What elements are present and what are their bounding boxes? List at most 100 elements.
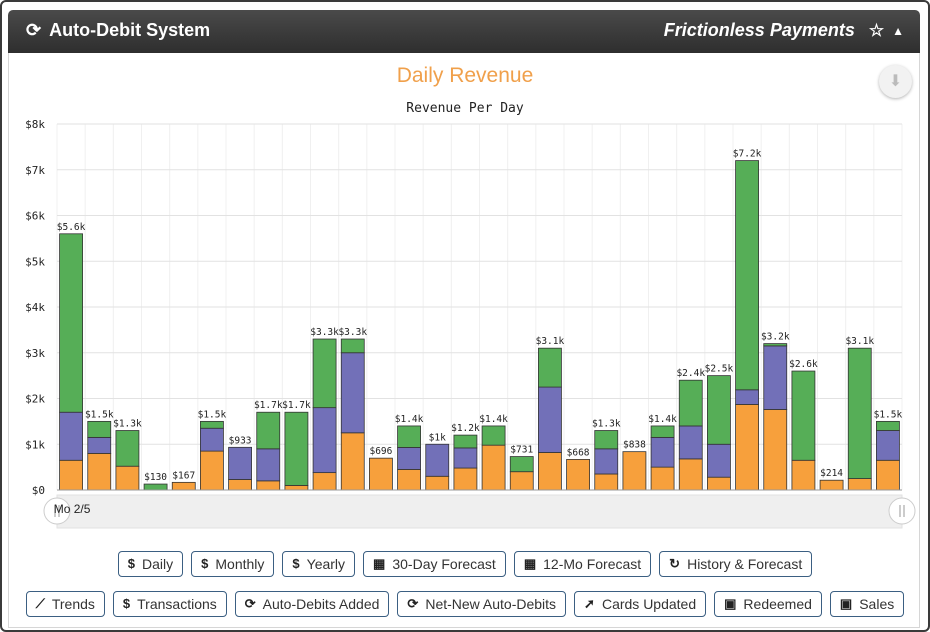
bar-segment-green: [538, 347, 562, 388]
bar-segment-orange: [171, 481, 196, 491]
bar-segment-orange: [397, 469, 421, 491]
bar-total-label: $838: [623, 440, 646, 451]
net-new-auto-debits-button[interactable]: ⟳ Net-New Auto-Debits: [397, 591, 567, 617]
dollar-icon: $: [201, 556, 209, 571]
bar-segment-purple: [876, 430, 900, 461]
rocket-icon: ➚: [584, 596, 595, 611]
caret-up-icon[interactable]: ▲: [892, 23, 904, 38]
bar-segment-green: [735, 160, 759, 391]
bar-total-label: $1.3k: [592, 419, 621, 430]
bar-segment-orange: [876, 459, 900, 491]
bar-segment-orange: [707, 476, 731, 491]
bar-segment-green: [707, 375, 731, 445]
bar-total-label: $1.4k: [479, 414, 508, 425]
history-forecast-button[interactable]: ↻ History & Forecast: [659, 551, 813, 577]
bar-segment-orange: [622, 451, 647, 491]
dollar-icon: $: [292, 556, 300, 571]
bar-segment-green: [115, 430, 140, 467]
bar-segment-green: [847, 347, 872, 479]
bar-segment-orange: [256, 480, 281, 491]
bar-segment-purple: [594, 448, 619, 475]
bar-segment-orange: [819, 479, 844, 491]
12-mo-forecast-button[interactable]: ▦ 12-Mo Forecast: [513, 551, 652, 577]
y-tick-label: $2k: [25, 393, 45, 406]
bar-segment-purple: [538, 386, 562, 453]
bar-segment-green: [340, 338, 365, 354]
bar-segment-purple: [340, 352, 365, 434]
bar-segment-purple: [397, 447, 421, 470]
bar-segment-green: [312, 338, 337, 409]
transactions-button[interactable]: $ Transactions: [112, 591, 227, 617]
y-tick-label: $6k: [25, 210, 45, 223]
bar-segment-green: [509, 456, 534, 473]
y-tick-label: $5k: [25, 255, 45, 268]
button-label: Net-New Auto-Debits: [425, 596, 557, 612]
star-outline-icon[interactable]: ☆: [868, 20, 885, 40]
bar-segment-orange: [847, 478, 872, 491]
bar-total-label: $1.5k: [198, 409, 227, 420]
history-icon: ↻: [669, 556, 681, 571]
range-navigator[interactable]: [56, 494, 903, 529]
refresh-icon: ⟳: [26, 20, 42, 40]
bar-total-label: $5.6k: [57, 222, 86, 233]
bar-total-label: $3.1k: [845, 336, 874, 347]
button-row-1: $ Daily $ Monthly $ Yearly ▦ 30-Day Forecast ▦ 12…: [0, 551, 930, 577]
gift-icon: ▣: [839, 596, 853, 611]
bar-segment-green: [453, 434, 478, 449]
button-label: Transactions: [137, 596, 217, 612]
dollar-icon: $: [122, 596, 131, 611]
bar-total-label: $130: [144, 472, 167, 483]
bar-total-label: $3.3k: [310, 327, 339, 338]
revenue-chart: $0$1k$2k$3k$4k$5k$6k$7k$8k$5.6k$1.5k$1.3…: [25, 118, 916, 529]
bar-total-label: $696: [369, 446, 392, 457]
button-row-2: ⟋ Trends $ Transactions ⟳ Auto-Debits Added ⟳ N…: [0, 591, 930, 617]
button-label: Redeemed: [743, 596, 812, 612]
navigator-left-handle[interactable]: [43, 497, 71, 525]
bar-segment-purple: [453, 447, 478, 469]
download-icon[interactable]: ⬇: [879, 65, 912, 98]
bar-segment-orange: [312, 472, 337, 491]
bar-total-label: $2.4k: [676, 368, 705, 379]
window-header: ⟳ Auto-Debit System Frictionless Payment…: [8, 10, 920, 53]
bar-segment-orange: [284, 485, 309, 491]
monthly-button[interactable]: $ Monthly: [191, 551, 275, 577]
yearly-button[interactable]: $ Yearly: [282, 551, 356, 577]
bar-segment-green: [397, 425, 421, 448]
bar-total-label: $933: [229, 435, 252, 446]
line-chart-icon: ⟋: [35, 596, 45, 611]
dollar-icon: $: [127, 556, 136, 571]
bar-segment-purple: [763, 345, 788, 410]
refresh-icon: ⟳: [244, 596, 256, 611]
button-label: Monthly: [215, 556, 265, 572]
button-label: Auto-Debits Added: [262, 596, 380, 612]
navigator-right-handle[interactable]: [888, 497, 916, 525]
auto-debits-added-button[interactable]: ⟳ Auto-Debits Added: [234, 591, 390, 617]
cards-updated-button[interactable]: ➚ Cards Updated: [574, 591, 707, 617]
sales-button[interactable]: ▣ Sales: [829, 591, 905, 617]
bar-total-label: $214: [820, 468, 843, 479]
button-label: Yearly: [306, 556, 346, 572]
redeemed-button[interactable]: ▣ Redeemed: [714, 591, 822, 617]
button-label: Cards Updated: [601, 596, 697, 612]
y-tick-label: $4k: [25, 301, 45, 314]
bar-segment-orange: [453, 467, 478, 491]
trends-button[interactable]: ⟋ Trends: [25, 591, 105, 617]
chart-subtitle: Revenue Per Day: [406, 101, 524, 116]
bar-total-label: $1.7k: [282, 400, 311, 411]
button-label: 12-Mo Forecast: [543, 556, 642, 572]
bar-segment-green: [594, 430, 619, 450]
bar-total-label: $3.1k: [536, 336, 565, 347]
daily-button[interactable]: $ Daily: [117, 551, 184, 577]
bar-segment-green: [59, 233, 83, 413]
bar-segment-orange: [115, 465, 140, 491]
bar-total-label: $1.5k: [874, 409, 903, 420]
bar-total-label: $1.2k: [451, 423, 480, 434]
30-day-forecast-button[interactable]: ▦ 30-Day Forecast: [363, 551, 506, 577]
chart-title: Daily Revenue: [396, 64, 534, 87]
bar-total-label: $1.7k: [254, 400, 283, 411]
bar-segment-purple: [678, 425, 703, 460]
header-right-group: Frictionless Payments ☆ ▲: [664, 20, 904, 41]
bar-segment-green: [284, 411, 309, 486]
bar-segment-green: [791, 370, 816, 461]
bar-total-label: $1.5k: [85, 409, 114, 420]
